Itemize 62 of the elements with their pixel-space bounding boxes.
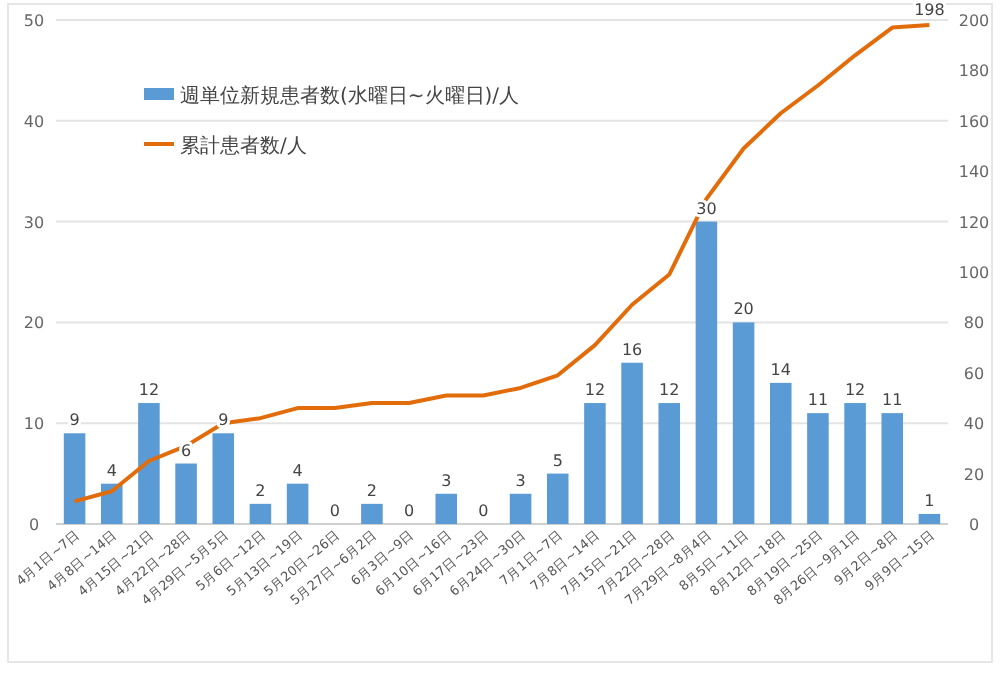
bar bbox=[695, 221, 718, 524]
data-label: 12 bbox=[138, 381, 160, 400]
legend-label: 累計患者数/人 bbox=[180, 134, 307, 158]
data-label: 198 bbox=[914, 1, 945, 20]
data-label: 1 bbox=[924, 491, 935, 510]
data-label: 11 bbox=[807, 391, 829, 410]
y-tick-label: 0 bbox=[28, 516, 40, 534]
bar bbox=[807, 413, 829, 524]
y2-tick-label: 140 bbox=[958, 163, 990, 182]
bar bbox=[769, 382, 792, 524]
y2-tick-label: 80 bbox=[963, 314, 985, 333]
data-label: 12 bbox=[659, 381, 680, 400]
y2-tick-label: 160 bbox=[958, 112, 990, 131]
y-tick-label: 20 bbox=[23, 314, 45, 333]
data-label: 16 bbox=[621, 340, 643, 359]
bar bbox=[732, 322, 755, 524]
y-tick-label: 40 bbox=[23, 112, 45, 131]
bar bbox=[918, 513, 941, 524]
legend-label: 週単位新規患者数(水曜日~火曜日)/人 bbox=[180, 84, 520, 108]
data-label: 0 bbox=[478, 502, 489, 520]
data-label: 12 bbox=[844, 381, 866, 400]
bar bbox=[509, 493, 532, 524]
data-label: 3 bbox=[515, 471, 526, 490]
bar bbox=[212, 433, 235, 524]
data-label: 11 bbox=[882, 391, 903, 410]
bar bbox=[286, 483, 309, 524]
data-label: 14 bbox=[770, 360, 791, 379]
y-tick-label: 10 bbox=[23, 415, 45, 434]
y2-tick-label: 100 bbox=[958, 264, 990, 282]
bar bbox=[138, 403, 160, 524]
bar bbox=[546, 473, 569, 524]
y-tick-label: 50 bbox=[23, 12, 45, 30]
data-label: 20 bbox=[733, 300, 754, 319]
bar bbox=[249, 503, 272, 524]
y2-tick-label: 180 bbox=[958, 62, 990, 81]
data-label: 4 bbox=[292, 461, 303, 480]
y2-tick-label: 0 bbox=[968, 516, 980, 534]
bar bbox=[361, 503, 383, 524]
y2-tick-label: 120 bbox=[958, 213, 990, 232]
data-label: 9 bbox=[69, 411, 80, 430]
bar bbox=[63, 433, 86, 524]
data-label: 0 bbox=[329, 502, 340, 520]
data-label: 12 bbox=[584, 381, 606, 400]
bar bbox=[658, 403, 681, 524]
bar bbox=[621, 362, 643, 524]
data-label: 2 bbox=[366, 481, 378, 500]
bar bbox=[584, 403, 606, 524]
data-label: 5 bbox=[552, 451, 563, 470]
bar bbox=[175, 463, 197, 524]
data-label: 2 bbox=[255, 481, 266, 500]
data-label: 0 bbox=[403, 502, 415, 520]
bar bbox=[844, 403, 866, 524]
data-label: 3 bbox=[441, 471, 452, 490]
y2-tick-label: 60 bbox=[963, 364, 985, 383]
y2-tick-label: 20 bbox=[963, 465, 985, 484]
line-series bbox=[72, 23, 932, 504]
data-label: 4 bbox=[106, 461, 117, 480]
y-tick-label: 30 bbox=[23, 213, 45, 232]
bar bbox=[435, 493, 458, 524]
y2-tick-label: 200 bbox=[958, 12, 990, 30]
bar bbox=[881, 413, 904, 524]
y2-tick-label: 40 bbox=[963, 415, 985, 434]
